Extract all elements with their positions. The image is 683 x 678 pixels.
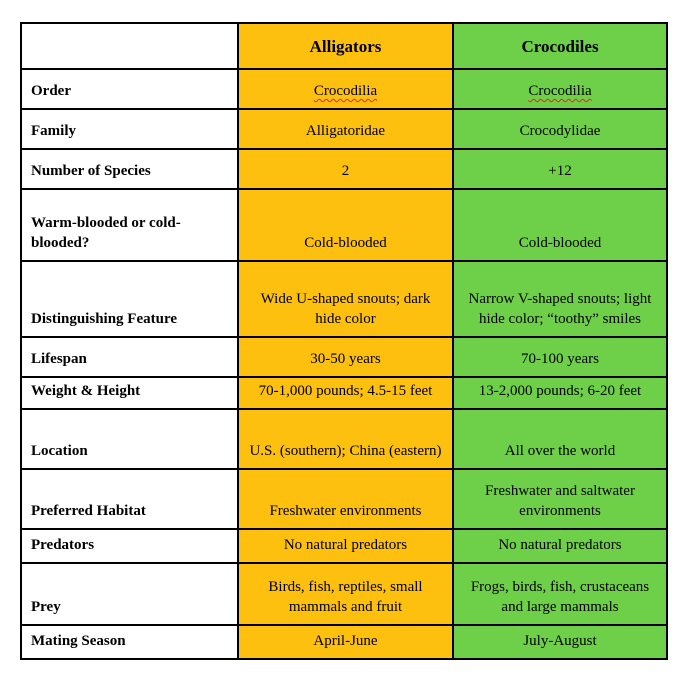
alligator-value: Crocodilia [237,68,454,110]
table-row-predators: Predators No natural predators No natura… [20,528,668,564]
alligator-value: Freshwater environments [237,468,454,530]
table-row-number-of-species: Number of Species 2 +12 [20,148,668,190]
row-label: Number of Species [20,148,239,190]
misspelled-word: Crocodilia [528,82,592,99]
row-label: Order [20,68,239,110]
crocodile-value: Crocodilia [452,68,668,110]
table-row-mating-season: Mating Season April-June July-August [20,624,668,660]
table-row-preferred-habitat: Preferred Habitat Freshwater environment… [20,468,668,530]
crocodile-value: Freshwater and saltwater environments [452,468,668,530]
row-label: Location [20,408,239,470]
crocodile-value: +12 [452,148,668,190]
table-row-location: Location U.S. (southern); China (eastern… [20,408,668,470]
row-label: Warm-blooded or cold-blooded? [20,188,239,262]
alligator-value: 30-50 years [237,336,454,378]
row-label: Family [20,108,239,150]
corner-cell [20,22,239,70]
alligator-value: Cold-blooded [237,188,454,262]
alligator-value: U.S. (southern); China (eastern) [237,408,454,470]
crocodile-value: 70-100 years [452,336,668,378]
alligator-value: Birds, fish, reptiles, small mammals and… [237,562,454,626]
comparison-table: Alligators Crocodiles Order Crocodilia C… [20,22,668,660]
page: Alligators Crocodiles Order Crocodilia C… [20,22,668,660]
row-label: Mating Season [20,624,239,660]
row-label: Distinguishing Feature [20,260,239,338]
table-row-weight-and-height: Weight & Height 70-1,000 pounds; 4.5-15 … [20,376,668,410]
alligator-value: No natural predators [237,528,454,564]
row-label: Predators [20,528,239,564]
crocodile-value: July-August [452,624,668,660]
table-row-warm-or-cold-blooded: Warm-blooded or cold-blooded? Cold-blood… [20,188,668,262]
crocodile-value: 13-2,000 pounds; 6-20 feet [452,376,668,410]
alligator-value: 2 [237,148,454,190]
crocodile-value: All over the world [452,408,668,470]
alligator-value: Wide U-shaped snouts; dark hide color [237,260,454,338]
alligator-value: 70-1,000 pounds; 4.5-15 feet [237,376,454,410]
table-row-prey: Prey Birds, fish, reptiles, small mammal… [20,562,668,626]
crocodile-value: Narrow V-shaped snouts; light hide color… [452,260,668,338]
row-label: Prey [20,562,239,626]
row-label: Weight & Height [20,376,239,410]
crocodile-value: No natural predators [452,528,668,564]
misspelled-word: Crocodilia [313,82,378,99]
header-row: Alligators Crocodiles [20,22,668,70]
table-row-lifespan: Lifespan 30-50 years 70-100 years [20,336,668,378]
crocodile-value: Frogs, birds, fish, crustaceans and larg… [452,562,668,626]
alligator-value: April-June [237,624,454,660]
table-row-order: Order Crocodilia Crocodilia [20,68,668,110]
row-label: Lifespan [20,336,239,378]
header-crocodiles: Crocodiles [452,22,668,70]
crocodile-value: Crocodylidae [452,108,668,150]
header-alligators: Alligators [237,22,454,70]
crocodile-value: Cold-blooded [452,188,668,262]
alligator-value: Alligatoridae [237,108,454,150]
table-row-distinguishing-feature: Distinguishing Feature Wide U-shaped sno… [20,260,668,338]
row-label: Preferred Habitat [20,468,239,530]
table-row-family: Family Alligatoridae Crocodylidae [20,108,668,150]
